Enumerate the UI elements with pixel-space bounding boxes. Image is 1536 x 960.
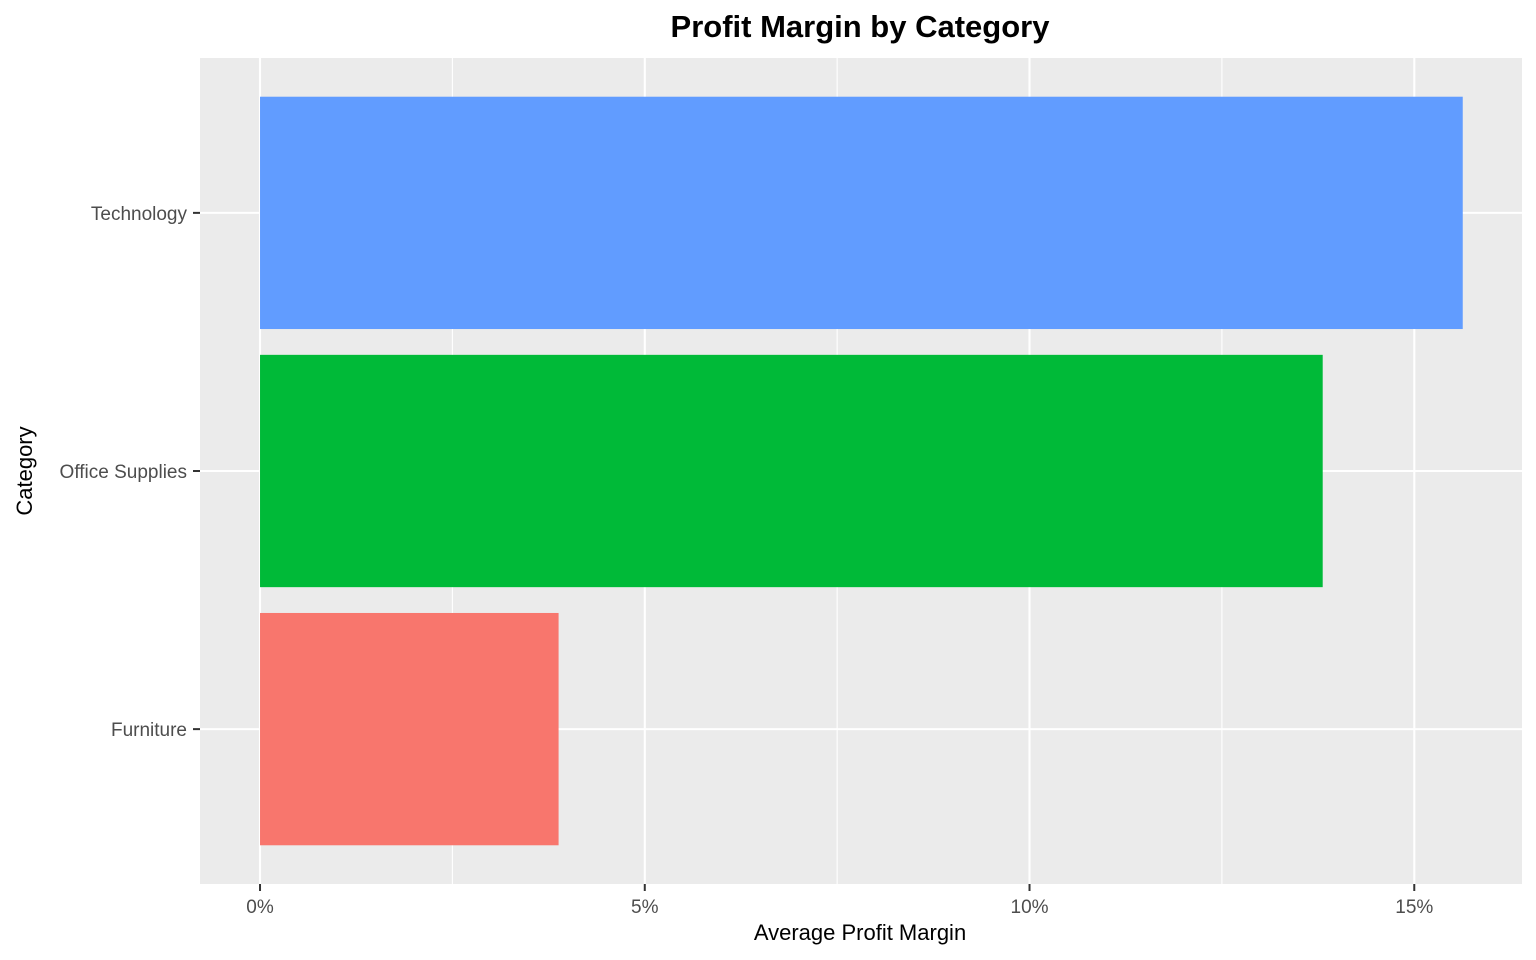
bar-technology [260,96,1463,330]
bars [260,96,1463,846]
x-axis-title: Average Profit Margin [754,920,966,945]
y-tick-label: Technology [91,204,188,225]
bar-office-supplies [260,354,1323,588]
x-axis: 0% 5% 10% 15% [246,884,1433,918]
x-tick-label: 15% [1395,897,1433,918]
y-tick-label: Furniture [111,720,187,741]
x-tick-label: 10% [1011,897,1049,918]
x-tick-label: 5% [631,897,659,918]
x-tick-label: 0% [246,897,274,918]
y-axis-title: Category [12,426,37,515]
y-tick-label: Office Supplies [60,462,187,483]
y-axis: Furniture Office Supplies Technology [60,204,200,741]
chart-title: Profit Margin by Category [671,9,1051,44]
bar-furniture [260,612,559,846]
